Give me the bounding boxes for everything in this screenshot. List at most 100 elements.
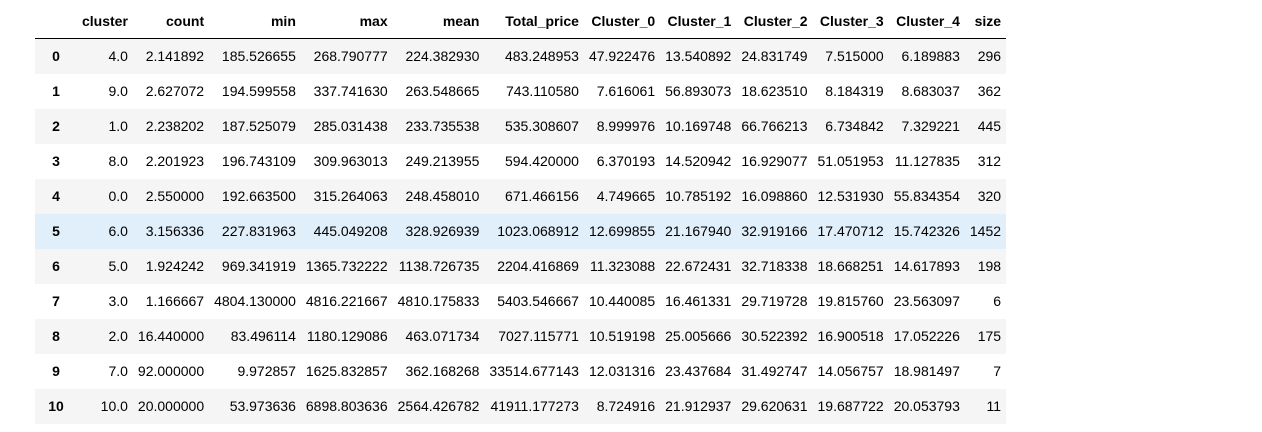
table-row: 9 7.0 92.000000 9.972857 1625.832857 362.1682…	[35, 354, 1007, 389]
table-cell: 19.815760	[817, 293, 884, 309]
row-index: 7	[52, 293, 60, 309]
table-cell: 10.169748	[665, 118, 732, 134]
table-cell: 21.167940	[665, 223, 732, 239]
table-cell: 185.526655	[221, 48, 296, 64]
table-cell: 9.972857	[237, 363, 296, 379]
table-cell: 4810.175833	[397, 293, 480, 309]
table-cell: 18.981497	[893, 363, 960, 379]
row-index: 4	[52, 188, 60, 204]
table-cell: 3.0	[108, 293, 128, 309]
table-row: 1 9.0 2.627072 194.599558 337.741630 263.5486…	[35, 74, 1007, 109]
table-cell: 7	[993, 363, 1002, 379]
table-cell: 362	[977, 83, 1002, 99]
table-cell: 671.466156	[504, 188, 579, 204]
table-cell: 2.627072	[145, 83, 205, 99]
column-header: mean	[392, 4, 485, 39]
table-cell: 969.341919	[221, 258, 296, 274]
table-cell: 483.248953	[504, 48, 579, 64]
table-row: 7 3.0 1.166667 4804.130000 4816.221667 4810.1…	[35, 284, 1007, 319]
table-cell: 19.687722	[817, 398, 884, 414]
table-cell: 23.437684	[665, 363, 732, 379]
table-cell: 224.382930	[405, 48, 480, 64]
table-cell: 11.127835	[894, 153, 960, 169]
table-cell: 47.922476	[588, 48, 656, 64]
table-cell: 83.496114	[230, 328, 296, 344]
table-cell: 1625.832857	[305, 363, 388, 379]
table-cell: 2.238202	[145, 118, 205, 134]
table-cell: 2.550000	[145, 188, 205, 204]
table-cell: 14.617893	[893, 258, 960, 274]
table-cell: 263.548665	[405, 83, 480, 99]
table-cell: 5.0	[108, 258, 128, 274]
table-cell: 268.790777	[313, 48, 388, 64]
table-cell: 51.051953	[817, 153, 884, 169]
table-cell: 1180.129086	[306, 328, 388, 344]
table-cell: 1365.732222	[305, 258, 388, 274]
table-cell: 24.831749	[741, 48, 808, 64]
table-cell: 29.620631	[741, 398, 808, 414]
table-cell: 7.616061	[596, 83, 656, 99]
table-cell: 25.005666	[665, 328, 732, 344]
header-row: cluster count min max mean Total_price Cluster…	[35, 4, 1007, 39]
table-cell: 8.0	[108, 153, 128, 169]
dataframe-output: cluster count min max mean Total_price Cluster…	[35, 4, 1007, 424]
table-cell: 296	[977, 48, 1002, 64]
table-cell: 320	[977, 188, 1002, 204]
table-cell: 7.0	[108, 363, 128, 379]
table-cell: 362.168268	[405, 363, 480, 379]
column-header: max	[300, 4, 393, 39]
row-index: 2	[52, 118, 60, 134]
column-header: Cluster_2	[736, 4, 813, 39]
table-cell: 6.370193	[596, 153, 656, 169]
table-cell: 8.724916	[596, 398, 656, 414]
table-cell: 594.420000	[504, 153, 579, 169]
table-cell: 315.264063	[313, 188, 388, 204]
column-header: Cluster_0	[583, 4, 661, 39]
row-index: 10	[48, 398, 64, 414]
table-cell: 12.699855	[588, 223, 656, 239]
table-cell: 196.743109	[221, 153, 296, 169]
table-cell: 0.0	[108, 188, 128, 204]
table-cell: 8.683037	[901, 83, 960, 99]
table-cell: 55.834354	[893, 188, 960, 204]
table-header: cluster count min max mean Total_price Cluster…	[35, 4, 1007, 39]
table-cell: 18.623510	[741, 83, 808, 99]
table-cell: 8.184319	[825, 83, 884, 99]
row-index: 5	[52, 223, 60, 239]
table-cell: 41911.177273	[490, 398, 579, 414]
column-header: Total_price	[484, 4, 584, 39]
table-cell: 309.963013	[313, 153, 388, 169]
table-cell: 194.599558	[221, 83, 296, 99]
table-cell: 10.519198	[588, 328, 656, 344]
table-cell: 6.734842	[825, 118, 884, 134]
table-cell: 16.461331	[665, 293, 732, 309]
table-cell: 23.563097	[893, 293, 960, 309]
table-cell: 312	[977, 153, 1002, 169]
table-cell: 12.531930	[817, 188, 884, 204]
table-row: 5 6.0 3.156336 227.831963 445.049208 328.9269…	[35, 214, 1007, 249]
table-cell: 187.525079	[221, 118, 296, 134]
table-cell: 17.052226	[893, 328, 960, 344]
table-cell: 92.000000	[137, 363, 205, 379]
table-cell: 445.049208	[313, 223, 388, 239]
table-cell: 14.520942	[665, 153, 732, 169]
table-cell: 8.999976	[596, 118, 656, 134]
column-header: Cluster_1	[660, 4, 737, 39]
table-cell: 2.141892	[145, 48, 205, 64]
index-header	[35, 4, 77, 39]
table-cell: 33514.677143	[489, 363, 579, 379]
table-cell: 328.926939	[405, 223, 480, 239]
table-cell: 6.0	[108, 223, 128, 239]
table-cell: 5403.546667	[497, 293, 579, 309]
table-cell: 192.663500	[221, 188, 296, 204]
table-cell: 4.749665	[596, 188, 656, 204]
table-cell: 30.522392	[741, 328, 808, 344]
table-cell: 6.189883	[901, 48, 960, 64]
table-cell: 15.742326	[893, 223, 960, 239]
table-row: 2 1.0 2.238202 187.525079 285.031438 233.7355…	[35, 109, 1007, 144]
table-row: 6 5.0 1.924242 969.341919 1365.732222 1138.72…	[35, 249, 1007, 284]
table-cell: 16.900518	[817, 328, 884, 344]
table-cell: 10.785192	[665, 188, 732, 204]
table-row: 0 4.0 2.141892 185.526655 268.790777 224.3829…	[35, 38, 1007, 74]
table-cell: 14.056757	[817, 363, 884, 379]
